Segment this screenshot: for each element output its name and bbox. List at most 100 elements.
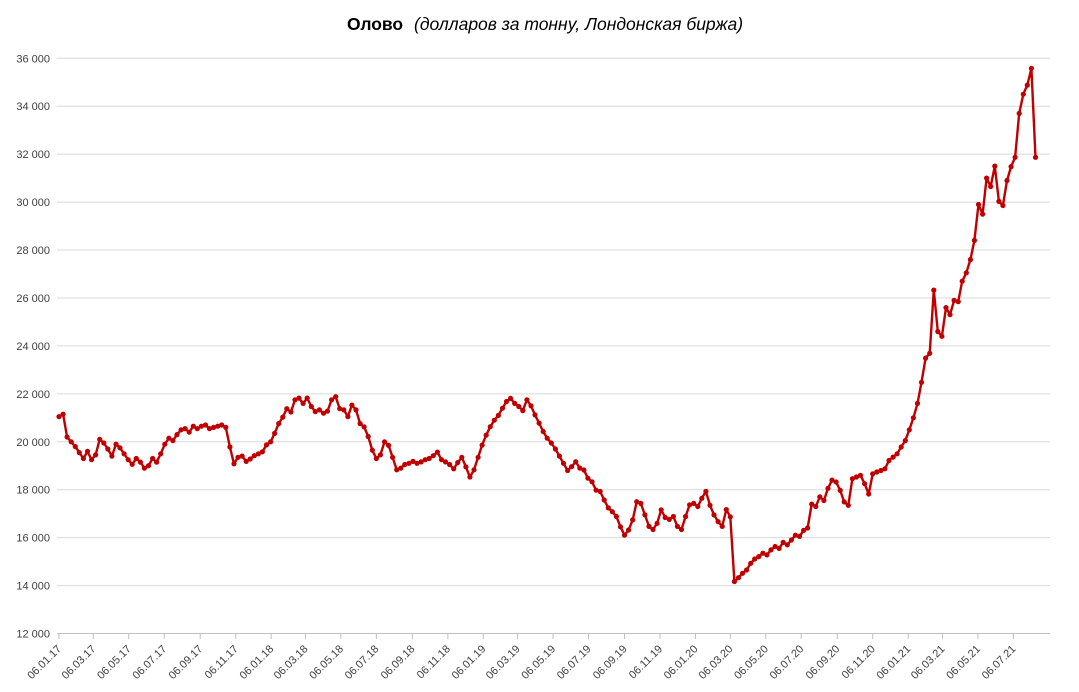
data-point bbox=[1008, 164, 1014, 170]
x-axis-label: 06.05.19 bbox=[519, 643, 558, 682]
data-point bbox=[1004, 177, 1010, 184]
data-point bbox=[158, 451, 164, 457]
data-point bbox=[345, 414, 351, 420]
data-point bbox=[324, 408, 331, 414]
data-point bbox=[442, 459, 449, 465]
data-point bbox=[186, 429, 192, 435]
data-point bbox=[516, 403, 522, 410]
data-point bbox=[1000, 202, 1006, 209]
data-point bbox=[174, 432, 180, 438]
data-point bbox=[1028, 65, 1034, 71]
data-point bbox=[471, 467, 477, 473]
data-point bbox=[845, 502, 851, 508]
y-axis-label: 30 000 bbox=[16, 197, 50, 209]
data-point bbox=[776, 545, 782, 552]
data-point bbox=[857, 472, 864, 478]
x-axis-label: 06.07.21 bbox=[980, 643, 1019, 682]
data-point bbox=[243, 458, 249, 464]
data-point bbox=[292, 397, 298, 403]
data-point bbox=[141, 465, 147, 471]
data-point bbox=[512, 400, 518, 406]
data-point bbox=[959, 278, 965, 284]
data-point bbox=[544, 435, 550, 441]
data-point bbox=[813, 503, 819, 510]
data-point bbox=[955, 299, 961, 305]
data-point bbox=[239, 453, 245, 459]
data-point bbox=[927, 350, 933, 356]
data-point bbox=[231, 461, 237, 467]
data-point bbox=[560, 460, 567, 466]
data-point bbox=[617, 524, 624, 530]
data-point bbox=[426, 455, 432, 462]
data-point bbox=[569, 464, 575, 470]
data-point bbox=[841, 499, 847, 505]
data-point bbox=[975, 201, 982, 208]
data-point bbox=[650, 526, 656, 533]
data-point bbox=[64, 434, 70, 440]
data-point bbox=[373, 455, 379, 462]
axes bbox=[57, 633, 1050, 639]
data-point bbox=[447, 461, 453, 468]
data-point bbox=[866, 491, 872, 497]
data-point bbox=[422, 457, 428, 463]
data-point bbox=[939, 333, 945, 339]
data-point bbox=[215, 423, 221, 429]
x-axis-label: 06.01.18 bbox=[238, 643, 277, 682]
data-point bbox=[84, 448, 91, 454]
x-axis-label: 06.11.20 bbox=[840, 643, 878, 681]
data-point bbox=[56, 414, 62, 420]
data-point bbox=[772, 543, 778, 550]
data-point bbox=[223, 424, 229, 430]
data-point bbox=[194, 426, 200, 432]
data-point bbox=[752, 556, 758, 562]
data-point bbox=[451, 466, 457, 472]
data-point bbox=[715, 519, 721, 525]
y-axis-label: 32 000 bbox=[16, 149, 50, 161]
data-point bbox=[744, 567, 750, 573]
data-point bbox=[805, 525, 811, 531]
data-point bbox=[72, 444, 78, 450]
data-point bbox=[320, 410, 327, 416]
y-axis-label: 34 000 bbox=[16, 101, 50, 113]
data-point bbox=[308, 403, 314, 410]
x-axis-label: 06.09.19 bbox=[591, 643, 630, 682]
y-axis-label: 26 000 bbox=[16, 293, 50, 305]
data-point bbox=[703, 488, 709, 494]
data-point bbox=[129, 461, 135, 467]
data-point bbox=[695, 503, 701, 510]
data-point bbox=[658, 507, 664, 513]
price-line bbox=[57, 67, 1037, 583]
data-point bbox=[483, 432, 489, 438]
x-axis-label: 06.09.17 bbox=[167, 643, 206, 682]
data-point bbox=[467, 474, 473, 480]
data-point bbox=[902, 438, 908, 444]
data-point bbox=[430, 453, 436, 459]
x-axis-label: 06.03.19 bbox=[484, 643, 523, 682]
data-point bbox=[178, 427, 184, 433]
data-point bbox=[593, 487, 599, 493]
data-point bbox=[219, 422, 225, 428]
data-point bbox=[853, 474, 860, 480]
data-point bbox=[735, 575, 742, 581]
data-point bbox=[97, 436, 103, 442]
data-point bbox=[996, 198, 1002, 204]
data-point bbox=[198, 423, 204, 429]
data-point bbox=[935, 328, 941, 335]
data-point bbox=[1012, 154, 1018, 160]
data-point bbox=[499, 405, 506, 411]
data-point bbox=[630, 517, 636, 523]
data-point bbox=[455, 460, 461, 466]
data-point bbox=[780, 539, 786, 546]
data-point bbox=[190, 423, 196, 429]
data-point bbox=[312, 409, 318, 415]
data-point bbox=[418, 459, 424, 465]
data-point bbox=[406, 460, 412, 466]
data-point bbox=[117, 445, 123, 451]
data-point bbox=[723, 507, 729, 513]
data-point bbox=[503, 398, 510, 405]
y-axis-label: 18 000 bbox=[16, 485, 50, 497]
data-point bbox=[862, 481, 868, 487]
data-point bbox=[556, 453, 563, 459]
data-point bbox=[581, 467, 587, 473]
